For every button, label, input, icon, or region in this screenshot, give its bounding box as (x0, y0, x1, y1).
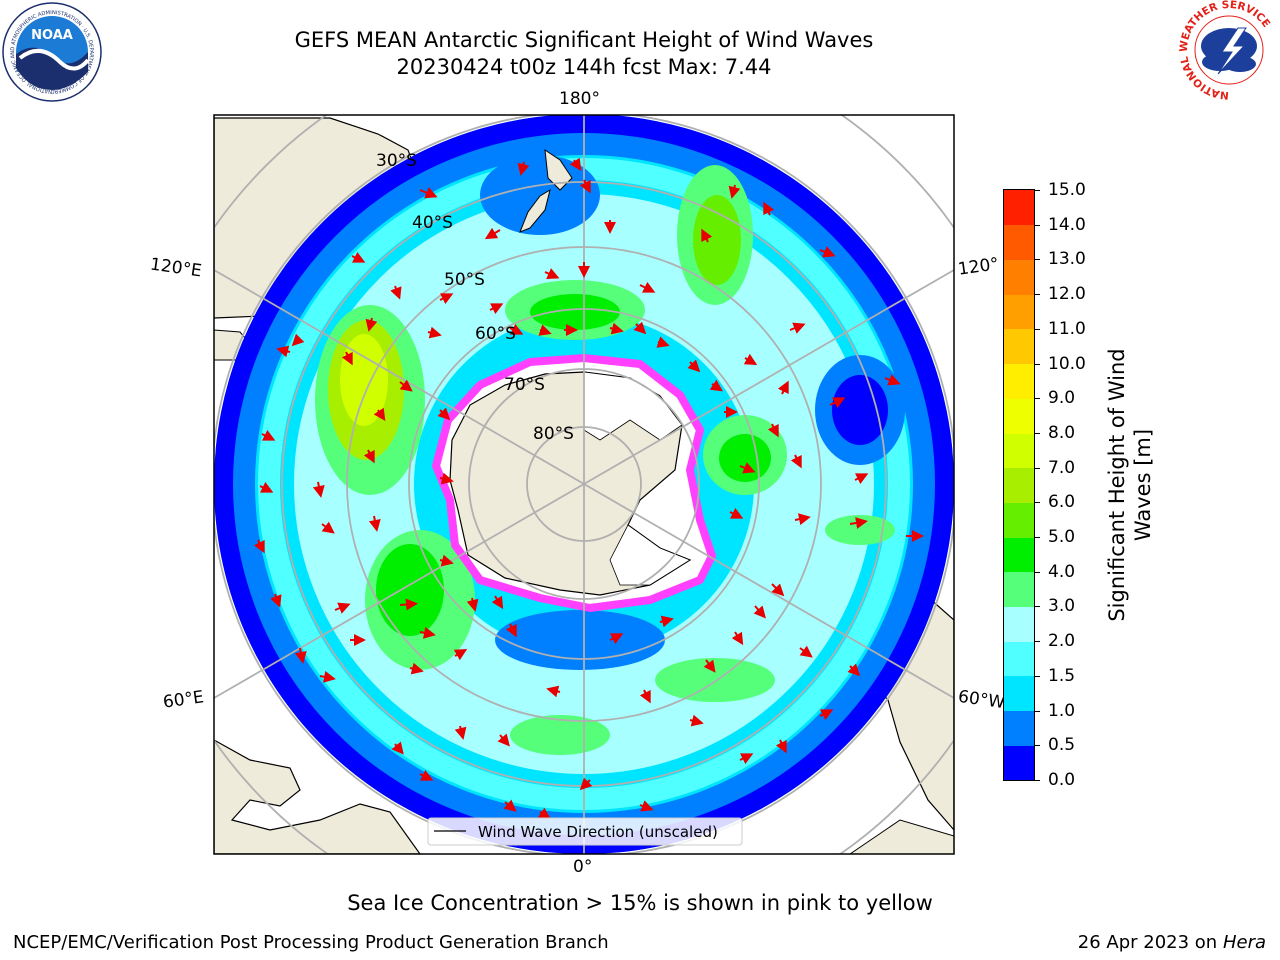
africa-landmass (214, 739, 421, 854)
lat-label-80s: 80°S (533, 424, 574, 444)
colorbar-tick-mark (1034, 363, 1040, 365)
noaa-logo: NOAA NATIONAL OCEANIC AND ATMOSPHERIC AD… (0, 2, 102, 102)
new-zealand-north (544, 148, 573, 191)
colorbar-tick-mark (1034, 537, 1040, 539)
colorbar-tick-mark (1034, 641, 1040, 643)
lon-label-180: 180° (559, 89, 600, 109)
colorbar-segment (1004, 398, 1034, 434)
colorbar-segment (1004, 259, 1034, 295)
colorbar-segment (1004, 363, 1034, 399)
footer-date: 26 Apr 2023 on Hera (1078, 932, 1266, 953)
colorbar-tick-mark (1034, 398, 1040, 400)
lat-label-40s: 40°S (412, 213, 453, 233)
colorbar-tick-label: 11.0 (1048, 318, 1086, 339)
colorbar-tick-label: 5.0 (1048, 527, 1076, 548)
colorbar-segment (1004, 432, 1034, 469)
lat-label-70s: 70°S (504, 375, 545, 395)
legend-label: Wind Wave Direction (unscaled) (478, 823, 718, 841)
chart-subtitle: 20230424 t00z 144h fcst Max: 7.44 (396, 55, 772, 79)
chart-title: GEFS MEAN Antarctic Significant Height o… (294, 28, 874, 52)
colorbar-tick-mark (1034, 710, 1040, 712)
colorbar-segment (1004, 675, 1034, 712)
lon-label-0: 0° (573, 857, 593, 877)
colorbar-tick-label: 13.0 (1048, 249, 1086, 270)
colorbar-tick-label: 3.0 (1048, 596, 1076, 617)
colorbar-tick-label: 7.0 (1048, 457, 1076, 478)
colorbar-tick-mark (1034, 675, 1040, 677)
colorbar-tick-label: 4.0 (1048, 561, 1076, 582)
colorbar-segment (1004, 710, 1034, 746)
colorbar-tick-mark (1034, 606, 1040, 608)
wind-wave-arrows (253, 157, 924, 820)
colorbar-label: Significant Height of Wind Waves [m] (1105, 348, 1155, 622)
graticule (214, 115, 954, 854)
colorbar-tick-mark (1034, 571, 1040, 573)
colorbar-tick-label: 0.5 (1048, 735, 1076, 756)
lat-label-30s: 30°S (376, 151, 417, 171)
lat-label-60s: 60°S (475, 324, 516, 344)
colorbar-tick-label: 1.0 (1048, 700, 1076, 721)
colorbar-tick-mark (1034, 328, 1040, 330)
new-zealand-south (519, 188, 551, 233)
noaa-logo-text: NOAA (31, 28, 73, 43)
colorbar-tick-mark (1034, 502, 1040, 504)
colorbar-tick-label: 10.0 (1048, 353, 1086, 374)
footer-date-text: 26 Apr 2023 on (1077, 932, 1218, 953)
colorbar-tick-mark (1034, 745, 1040, 747)
colorbar (1003, 189, 1035, 781)
legend-box (427, 817, 743, 846)
colorbar-tick-label: 14.0 (1048, 214, 1086, 235)
colorbar-segment (1004, 537, 1034, 573)
colorbar-segment (1004, 328, 1034, 365)
colorbar-tick-mark (1034, 294, 1040, 296)
colorbar-tick-label: 6.0 (1048, 492, 1076, 513)
colorbar-segment (1004, 467, 1034, 503)
nws-logo: NATIONAL WEATHER SERVICE (1178, 0, 1277, 100)
lat-label-50s: 50°S (444, 270, 485, 290)
colorbar-segment (1004, 502, 1034, 538)
colorbar-tick-label: 9.0 (1048, 388, 1076, 409)
colorbar-tick-label: 8.0 (1048, 422, 1076, 443)
colorbar-tick-mark (1034, 467, 1040, 469)
colorbar-tick-mark (1034, 224, 1040, 226)
footer-branch: NCEP/EMC/Verification Post Processing Pr… (13, 932, 609, 953)
colorbar-tick-label: 12.0 (1048, 284, 1086, 305)
colorbar-tick-label: 0.0 (1048, 770, 1076, 790)
colorbar-segment (1004, 190, 1034, 226)
colorbar-tick-label: 15.0 (1048, 180, 1086, 200)
map-frame (213, 114, 955, 855)
colorbar-segment (1004, 224, 1034, 260)
colorbar-segment (1004, 745, 1034, 780)
colorbar-segment (1004, 294, 1034, 330)
sea-ice-caption: Sea Ice Concentration > 15% is shown in … (347, 891, 933, 915)
footer-machine: Hera (1222, 932, 1266, 953)
colorbar-tick-mark (1034, 190, 1040, 191)
colorbar-tick-mark (1034, 432, 1040, 434)
colorbar-tick-mark (1034, 259, 1040, 261)
colorbar-tick-mark (1034, 780, 1040, 781)
colorbar-segment (1004, 571, 1034, 608)
colorbar-segment (1004, 641, 1034, 677)
colorbar-tick-label: 1.5 (1048, 665, 1076, 686)
colorbar-segment (1004, 606, 1034, 642)
colorbar-tick-label: 2.0 (1048, 631, 1076, 652)
